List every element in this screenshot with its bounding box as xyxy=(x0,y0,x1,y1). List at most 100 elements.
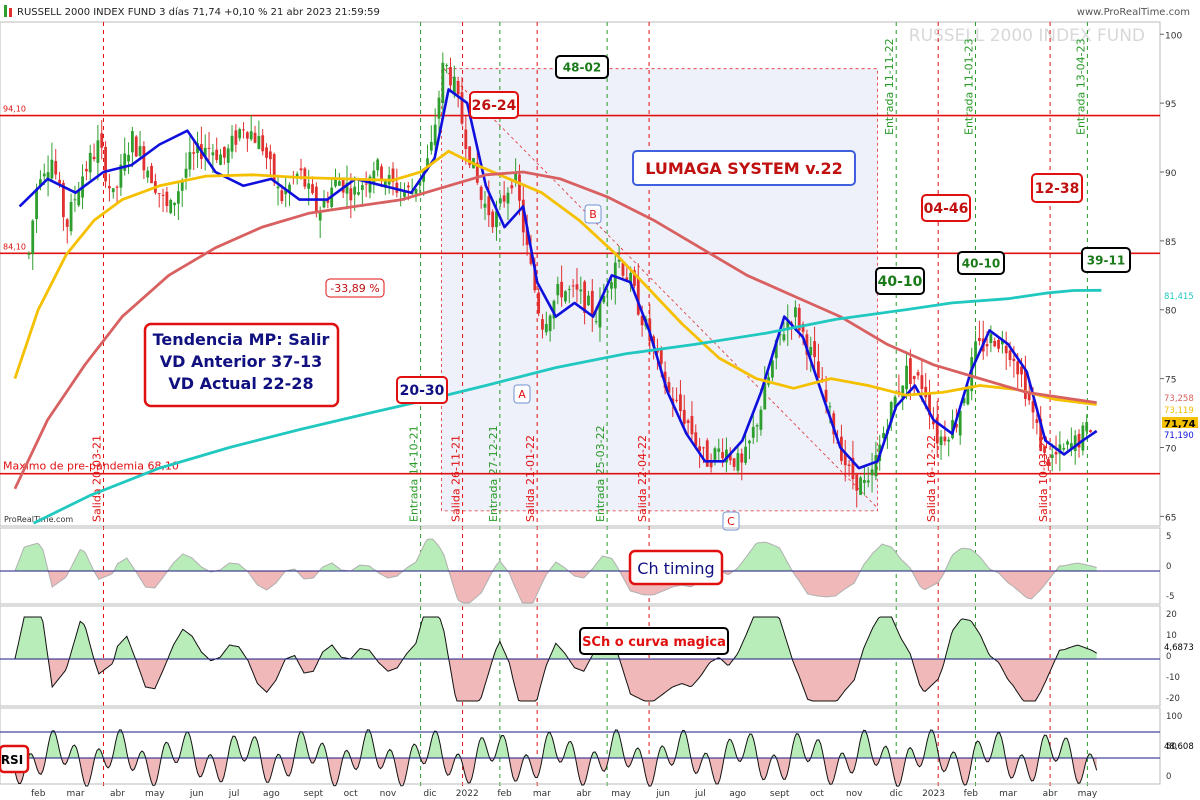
candle-body xyxy=(169,199,173,214)
candle-body xyxy=(514,171,518,183)
brand-link[interactable]: www.ProRealTime.com xyxy=(1077,7,1190,18)
y-axis: 100 95 90 85 80 75 70 65 xyxy=(1160,31,1182,523)
candle-body xyxy=(1089,430,1092,433)
candle-body xyxy=(920,375,924,390)
value-tag: 71,74 xyxy=(1164,419,1196,430)
moving-average-line xyxy=(32,288,1102,525)
y-tick-label: 90 xyxy=(1165,169,1177,179)
candle-body xyxy=(824,389,828,403)
range-box xyxy=(441,68,878,512)
candle-body xyxy=(797,307,801,331)
candle-body xyxy=(222,146,226,158)
candle-body xyxy=(740,453,744,463)
panel-frame xyxy=(0,527,1161,605)
oscillator-negative-area xyxy=(14,659,1097,701)
candle-body xyxy=(985,344,989,347)
candle-body xyxy=(587,295,590,306)
candle-body xyxy=(544,323,548,333)
candle-body xyxy=(786,321,790,331)
candle-body xyxy=(832,413,836,435)
candle-body xyxy=(732,458,736,467)
candle-body xyxy=(1043,446,1046,453)
candle-body xyxy=(939,436,943,446)
annotation-text: LUMAGA SYSTEM v.22 xyxy=(645,159,842,178)
candle-body xyxy=(617,259,621,262)
level-label: Maximo de pre-pandemia 68,10 xyxy=(3,460,179,473)
y-tick-label: 95 xyxy=(1165,100,1176,110)
candle-body xyxy=(100,133,104,148)
annotation-box xyxy=(325,278,385,298)
candle-body xyxy=(77,190,81,206)
candle-body xyxy=(249,131,253,140)
candle-body xyxy=(54,161,58,175)
candle-body xyxy=(629,272,633,285)
oscillator-negative-area xyxy=(14,758,1097,784)
x-tick-label: sept xyxy=(304,789,324,799)
candle-body xyxy=(295,173,299,178)
candle-body xyxy=(1062,447,1066,450)
candle-body xyxy=(299,168,303,171)
candle-body xyxy=(851,457,855,480)
candle-icon xyxy=(4,5,7,17)
x-tick-label: abr xyxy=(576,789,591,799)
panel-label-box xyxy=(579,627,729,655)
y-tick-label: 75 xyxy=(1165,376,1176,386)
candle-body xyxy=(556,284,560,296)
candle-body xyxy=(27,253,31,255)
candle-body xyxy=(859,477,862,495)
point-label: C xyxy=(727,515,735,528)
candle-body xyxy=(633,270,636,286)
candle-body xyxy=(1066,441,1069,445)
trend-line: VD Actual 22-28 xyxy=(168,374,313,393)
candle-body xyxy=(403,190,406,197)
candle-body xyxy=(855,473,859,491)
candle-body xyxy=(598,301,602,328)
candle-body xyxy=(42,173,46,177)
panel-tick: -10 xyxy=(1166,673,1180,683)
candle-body xyxy=(1004,345,1008,354)
x-tick-label: feb xyxy=(31,789,46,799)
candle-body xyxy=(1077,433,1081,448)
candle-body xyxy=(123,153,127,171)
candle-body xyxy=(610,282,613,289)
candle-body xyxy=(146,170,150,178)
candle-body xyxy=(380,166,383,182)
candle-body xyxy=(533,264,537,291)
annotation-box xyxy=(957,251,1005,275)
annotation-text: -33,89 % xyxy=(330,282,379,295)
x-tick-label: may xyxy=(611,789,631,799)
panel-value: 48,608 xyxy=(1164,742,1194,752)
candle-body xyxy=(843,452,847,466)
candle-body xyxy=(552,300,556,319)
annotation-box xyxy=(921,194,971,222)
candle-body xyxy=(916,372,920,376)
x-tick-label: nov xyxy=(380,789,397,799)
value-tag: 73,258 xyxy=(1164,394,1194,404)
panel-tick: 0 xyxy=(1166,772,1171,782)
candle-body xyxy=(215,149,219,160)
panel-tick: 5 xyxy=(1166,532,1171,542)
moving-average-line xyxy=(13,170,1097,490)
candle-body xyxy=(548,315,552,332)
candle-body xyxy=(234,130,238,145)
candle-body xyxy=(874,455,878,477)
main-panel-frame xyxy=(0,21,1161,527)
candle-body xyxy=(245,132,249,139)
panel-label-box xyxy=(0,744,30,774)
candle-body xyxy=(537,292,541,314)
candle-body xyxy=(452,76,456,94)
candle-body xyxy=(575,284,579,290)
candle-body xyxy=(46,172,50,179)
value-tag: 73,119 xyxy=(1164,406,1194,416)
candle-body xyxy=(69,201,73,232)
candle-body xyxy=(211,152,215,156)
panel-label: Ch timing xyxy=(637,559,714,578)
candle-body xyxy=(127,154,130,162)
annotation-text: 20-30 xyxy=(400,383,445,399)
value-tag-bg xyxy=(1162,428,1198,440)
candle-body xyxy=(353,186,357,195)
candle-body xyxy=(31,220,35,255)
candle-body xyxy=(813,341,816,358)
signal-label: Salida 16-12-22 xyxy=(925,435,938,522)
